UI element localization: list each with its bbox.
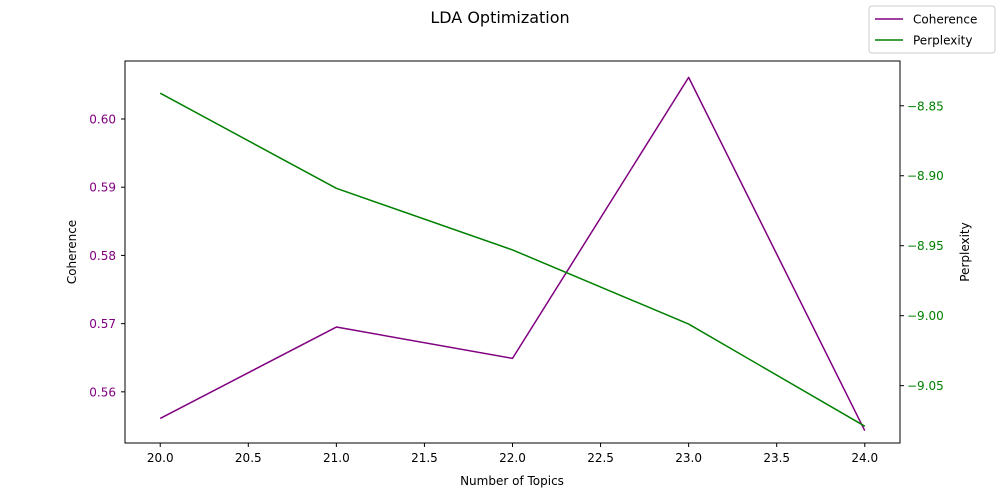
x-tick-label: 21.5 (411, 451, 438, 465)
x-tick-label: 24.0 (851, 451, 878, 465)
right-y-tick-label: −9.00 (907, 309, 944, 323)
left-y-tick-label: 0.58 (89, 249, 116, 263)
series-line-coherence (159, 76, 866, 432)
left-y-tick-label: 0.60 (89, 112, 116, 126)
x-axis-label: Number of Topics (460, 474, 564, 488)
right-y-tick-label: −8.90 (907, 169, 944, 183)
left-y-axis-ticks: 0.56 0.57 0.58 0.59 0.60 (89, 112, 125, 399)
series-line-perplexity (159, 92, 866, 427)
left-y-tick-label: 0.56 (89, 385, 116, 399)
left-y-axis-label: Coherence (65, 220, 79, 284)
right-y-axis-label: Perplexity (958, 222, 972, 282)
x-tick-label: 23.0 (675, 451, 702, 465)
x-axis-ticks: 20.0 20.5 21.0 21.5 22.0 22.5 23.0 23.5 24.0 (147, 443, 878, 465)
right-y-tick-label: −9.05 (907, 379, 944, 393)
legend: Coherence Perplexity (868, 5, 996, 54)
left-y-tick-label: 0.59 (89, 181, 116, 195)
x-tick-label: 22.5 (587, 451, 614, 465)
x-tick-label: 22.0 (499, 451, 526, 465)
legend-box (868, 5, 996, 54)
x-tick-label: 20.0 (147, 451, 174, 465)
x-tick-label: 20.5 (235, 451, 262, 465)
legend-label-coherence: Coherence (913, 13, 977, 27)
right-y-tick-label: −8.95 (907, 239, 944, 253)
legend-label-perplexity: Perplexity (913, 34, 973, 48)
chart-title: LDA Optimization (430, 8, 569, 27)
left-y-tick-label: 0.57 (89, 317, 116, 331)
x-tick-label: 21.0 (323, 451, 350, 465)
x-tick-label: 23.5 (763, 451, 790, 465)
right-y-tick-label: −8.85 (907, 99, 944, 113)
plot-area (124, 60, 901, 444)
right-y-axis-ticks: −9.05 −9.00 −8.95 −8.90 −8.85 (900, 99, 944, 393)
series-lines (159, 76, 866, 432)
